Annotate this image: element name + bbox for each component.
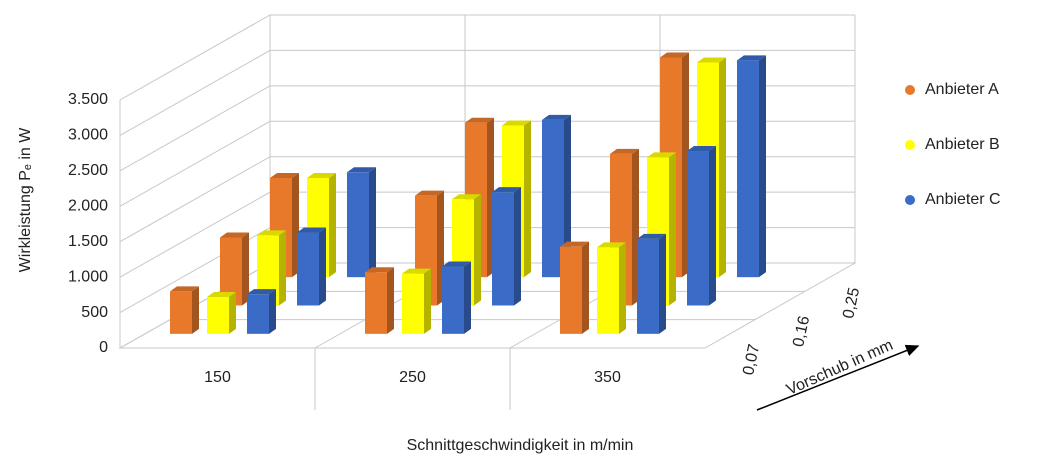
bar-top [170, 286, 199, 292]
legend-label: Anbieter B [925, 136, 1000, 153]
bar-top [365, 267, 394, 273]
bar [365, 272, 387, 334]
bar-top [610, 148, 639, 154]
bar-side [709, 146, 716, 306]
bar-side [387, 267, 394, 334]
bar [442, 266, 464, 334]
bar-top [597, 242, 626, 248]
bar-top [442, 261, 471, 267]
bar-top [502, 120, 531, 126]
bar [207, 296, 229, 334]
bar-side [659, 233, 666, 334]
y-tick-label: 500 [81, 304, 108, 321]
bar-side [269, 289, 276, 334]
legend-marker [905, 85, 915, 95]
bar-side [424, 268, 431, 334]
legend-label: Anbieter C [925, 191, 1001, 208]
bar-top [687, 146, 716, 152]
bar-side [242, 232, 249, 306]
bar-top [247, 289, 276, 295]
y-tick-label: 3.000 [68, 127, 108, 144]
bar-top [452, 194, 481, 200]
bar-top [347, 167, 376, 173]
bar [637, 238, 659, 334]
bar-side [669, 152, 676, 306]
depth-arrow [756, 344, 920, 411]
x-tick-label: 150 [204, 369, 231, 386]
bar-top [402, 268, 431, 274]
bar-top [697, 57, 726, 63]
x-tick-label: 350 [594, 369, 621, 386]
bar-top [220, 232, 249, 238]
grid-line [119, 14, 855, 101]
bar [687, 151, 709, 306]
bar [170, 291, 192, 334]
bar-top [465, 117, 494, 123]
bar [737, 60, 759, 278]
bar-side [464, 261, 471, 334]
bar-side [619, 242, 626, 334]
bar [347, 172, 369, 278]
bar-top [637, 233, 666, 239]
bar [257, 235, 279, 306]
legend-marker [905, 195, 915, 205]
y-tick-label: 0 [99, 339, 108, 356]
bar-top [542, 114, 571, 120]
bar-side [524, 120, 531, 278]
y-tick-label: 1.000 [68, 268, 108, 285]
bar-top [257, 230, 286, 236]
bar-side [474, 194, 481, 306]
y-axis-title: Wirkleistung Pₑ in W [17, 127, 34, 273]
bar-top [207, 291, 236, 297]
grid-line [119, 49, 855, 136]
bar-side [719, 57, 726, 278]
y-tick-label: 2.500 [68, 162, 108, 179]
bar [560, 246, 582, 334]
bar-top [415, 190, 444, 196]
bar-side [192, 286, 199, 334]
bar-side [329, 172, 336, 278]
bar [220, 237, 242, 306]
x-axis-title: Schnittgeschwindigkeit in m/min [407, 437, 634, 454]
bar-top [492, 187, 521, 193]
y-tick-label: 1.500 [68, 233, 108, 250]
y-tick-label: 2.000 [68, 198, 108, 215]
bar-side [319, 227, 326, 306]
bar-top [647, 152, 676, 158]
bar-side [564, 114, 571, 278]
bar-top [307, 172, 336, 178]
bar [297, 232, 319, 306]
bar [402, 273, 424, 334]
depth-tick-label: 0,25 [840, 286, 863, 320]
bar [597, 247, 619, 334]
bar-side [582, 241, 589, 334]
bar-top [270, 172, 299, 178]
bar-side [369, 167, 376, 278]
depth-tick-label: 0,07 [740, 343, 763, 377]
depth-tick-label: 0,16 [790, 314, 813, 348]
legend-label: Anbieter A [925, 81, 999, 98]
bar-top [660, 52, 689, 58]
y-tick-label: 3.500 [68, 91, 108, 108]
bar-top [560, 241, 589, 247]
bar-side [279, 230, 286, 306]
bar [247, 294, 269, 334]
bar-side [514, 187, 521, 306]
bar-top [737, 55, 766, 61]
bar [542, 119, 564, 278]
bar [492, 192, 514, 306]
legend-marker [905, 140, 915, 150]
bar-side [759, 55, 766, 278]
bar-top [297, 227, 326, 233]
bar-side [229, 291, 236, 334]
x-tick-label: 250 [399, 369, 426, 386]
